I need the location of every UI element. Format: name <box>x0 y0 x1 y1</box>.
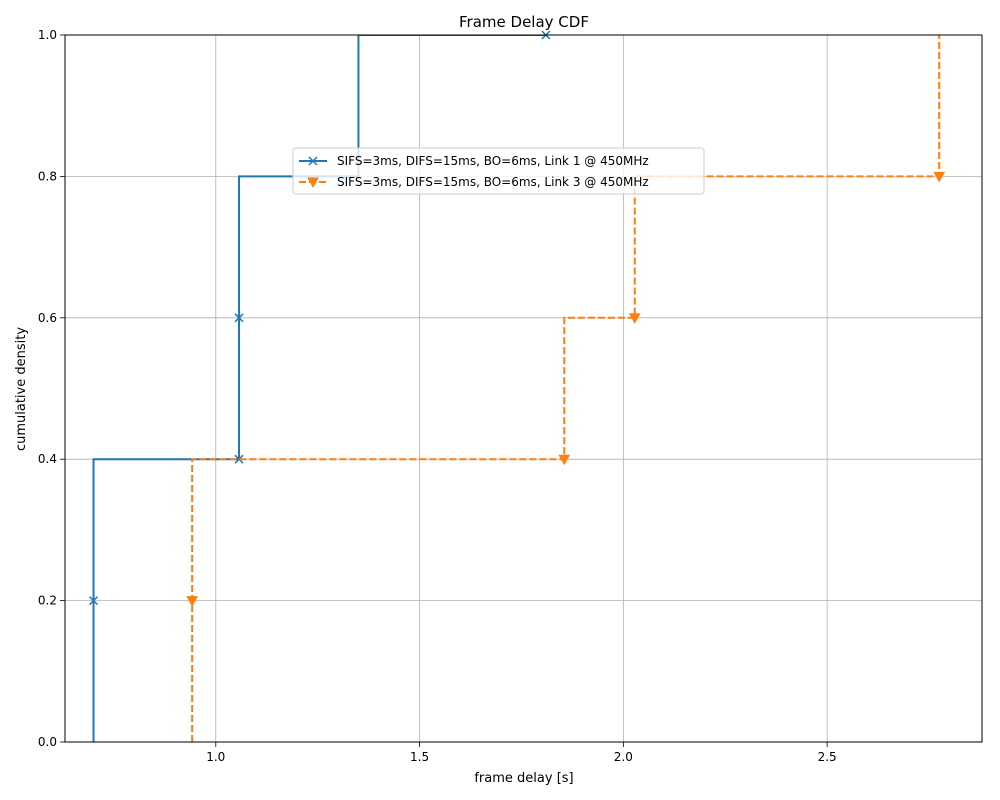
series-2 <box>191 35 941 742</box>
series-2-marker <box>933 171 946 183</box>
x-tick-label: 2.0 <box>614 750 633 764</box>
x-tick-label: 2.5 <box>818 750 837 764</box>
series-1 <box>92 35 546 742</box>
legend-marker-2 <box>307 177 319 189</box>
y-tick-label: 0.0 <box>38 735 57 749</box>
grid <box>65 34 982 743</box>
series-1-marker <box>88 596 99 606</box>
plot-series <box>88 30 946 742</box>
x-tick-label: 1.0 <box>206 750 225 764</box>
series-2-step-line <box>191 35 941 742</box>
series-1-marker <box>234 454 244 464</box>
axis-ticks: 1.0 1.5 2.0 2.5 0.0 0.2 0.4 0.6 0.8 1.0 <box>38 28 837 764</box>
series-2-marker <box>628 313 641 324</box>
series-1-step-line <box>92 35 546 742</box>
plot-frame <box>64 34 983 743</box>
chart-title: Frame Delay CDF <box>459 13 589 31</box>
x-tick-label: 1.5 <box>410 750 429 764</box>
y-tick-label: 0.8 <box>38 169 57 183</box>
series-2-marker <box>186 596 199 607</box>
y-tick-label: 1.0 <box>38 28 57 42</box>
legend-label-2: SIFS=3ms, DIFS=15ms, BO=6ms, Link 3 @ 45… <box>337 175 649 189</box>
series-2-marker <box>558 454 571 466</box>
y-tick-label: 0.6 <box>38 311 57 325</box>
series-1-marker <box>234 313 244 323</box>
legend: SIFS=3ms, DIFS=15ms, BO=6ms, Link 1 @ 45… <box>292 147 705 195</box>
y-tick-label: 0.2 <box>38 594 57 608</box>
y-axis-label: cumulative density <box>14 327 29 451</box>
legend-frame <box>292 147 705 195</box>
x-axis-label: frame delay [s] <box>474 771 573 786</box>
legend-marker-1 <box>308 156 318 166</box>
series-2-markers <box>186 171 946 607</box>
y-tick-label: 0.4 <box>38 452 57 466</box>
legend-label-1: SIFS=3ms, DIFS=15ms, BO=6ms, Link 1 @ 45… <box>337 154 649 168</box>
